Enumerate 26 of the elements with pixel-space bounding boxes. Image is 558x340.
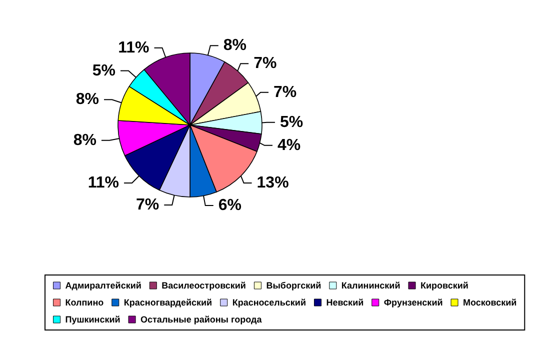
- data-label: 11%: [88, 174, 120, 192]
- legend-label: Пушкинский: [65, 314, 120, 324]
- legend-label: Остальные районы города: [140, 314, 263, 324]
- legend-label: Невский: [326, 298, 364, 308]
- data-label: 8%: [223, 37, 247, 54]
- data-label: 7%: [274, 84, 297, 101]
- legend-label: Калининский: [341, 280, 400, 290]
- legend-label: Колпино: [65, 298, 104, 308]
- legend-label: Фрунзенский: [384, 298, 443, 308]
- data-label: 5%: [280, 114, 304, 131]
- legend-label: Московский: [463, 298, 517, 308]
- legend-label: Красногвардейский: [124, 298, 212, 308]
- legend-label: Василеостровский: [162, 280, 246, 290]
- data-label: 7%: [254, 55, 277, 72]
- data-label: 11%: [118, 39, 150, 56]
- legend-label: Кировский: [420, 280, 468, 290]
- data-label: 6%: [218, 197, 242, 214]
- data-label: 8%: [76, 91, 100, 108]
- data-label: 8%: [73, 132, 96, 149]
- data-label: 5%: [92, 62, 116, 80]
- legend-label: Адмиралтейский: [65, 280, 142, 290]
- legend-label: Красносельский: [232, 298, 306, 308]
- data-label: 13%: [256, 174, 289, 192]
- data-label: 7%: [136, 196, 160, 214]
- legend-label: Выборгский: [266, 280, 322, 290]
- data-label: 4%: [277, 136, 301, 154]
